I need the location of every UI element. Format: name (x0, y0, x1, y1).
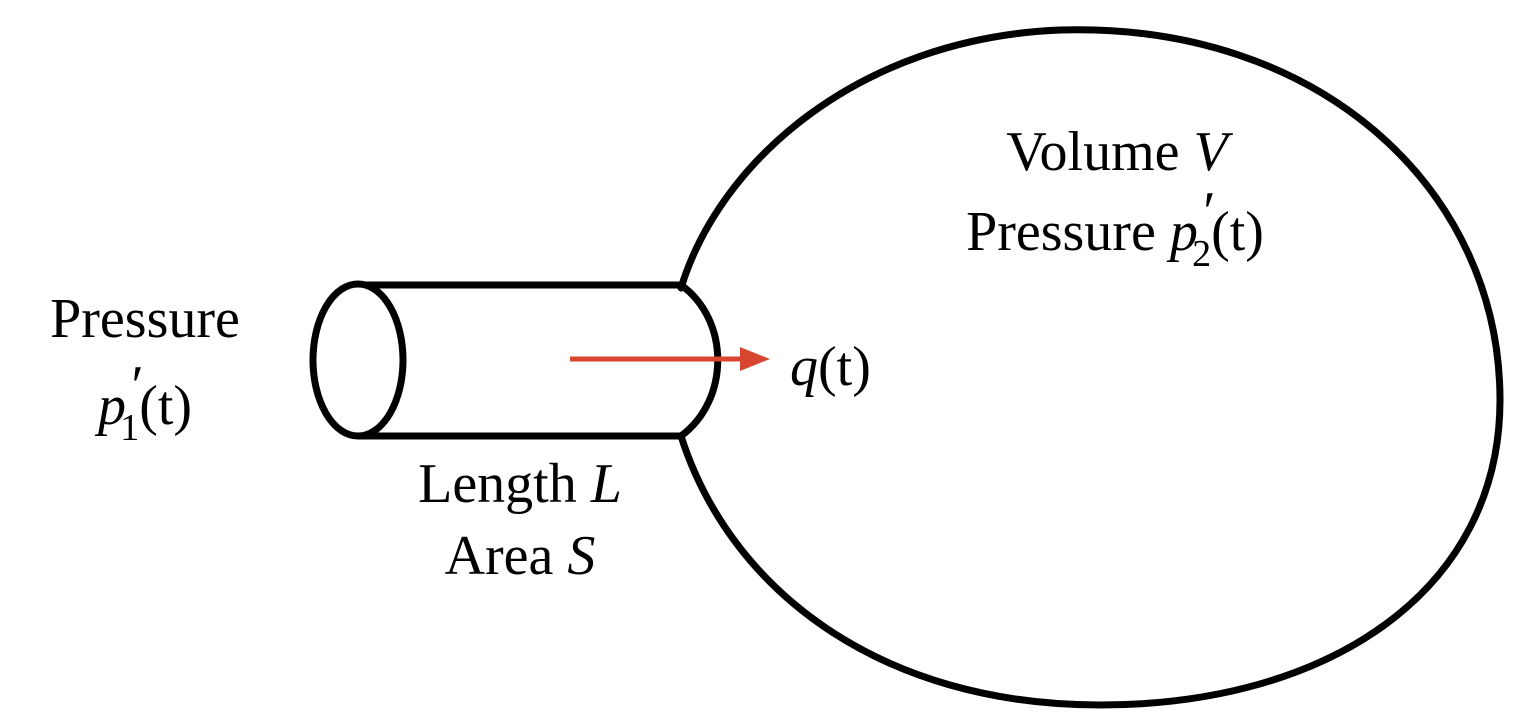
tube-opening-ellipse (309, 280, 407, 440)
inlet-pressure-symbol: p′ 1(t) (94, 355, 192, 449)
vessel-volume-label: Volume V (1006, 121, 1233, 183)
flow-rate-label: q(t) (790, 336, 871, 398)
vessel-outline (677, 26, 1504, 709)
tube-area-label: Area S (445, 525, 596, 587)
flow-arrow-head (740, 347, 770, 371)
tube-length-label: Length L (418, 453, 622, 515)
vessel-pressure-label: Pressure p′ 2(t) (966, 181, 1264, 275)
inlet-pressure-label: Pressure (50, 288, 240, 350)
